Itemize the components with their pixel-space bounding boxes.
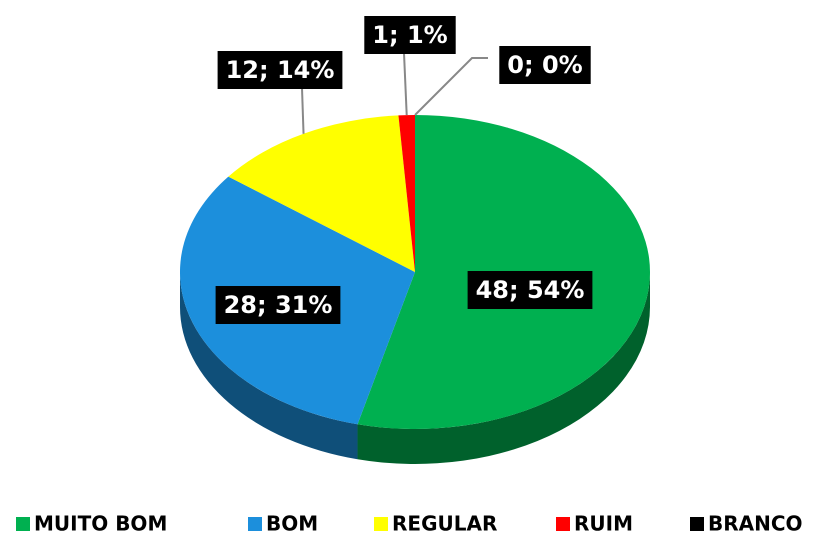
legend-swatch [556, 517, 570, 531]
legend-label: BRANCO [708, 512, 803, 536]
legend-label: REGULAR [392, 512, 497, 536]
legend-swatch [690, 517, 704, 531]
data-label-text: 48; 54% [476, 276, 585, 304]
data-label-box [215, 286, 341, 324]
slice [398, 115, 415, 272]
legend-label: MUITO BOM [34, 512, 167, 536]
legend-swatch [16, 517, 30, 531]
legend-swatch [248, 517, 262, 531]
slice-side [357, 272, 650, 464]
data-label-text: 1; 1% [372, 21, 447, 49]
data-label-text: 28; 31% [224, 291, 333, 319]
slice [228, 115, 415, 272]
data-label-box [364, 16, 456, 54]
data-label-box [499, 46, 591, 84]
data-label-text: 0; 0% [507, 51, 582, 79]
slice-side [180, 272, 358, 460]
legend-label: BOM [266, 512, 318, 536]
data-label-text: 12; 14% [226, 56, 335, 84]
leader-line [403, 52, 408, 116]
legend-swatch [374, 517, 388, 531]
leader-line [301, 87, 305, 134]
legend-label: RUIM [574, 512, 633, 536]
leader-line [414, 57, 488, 116]
data-label-box [217, 51, 343, 89]
data-label-box [467, 271, 593, 309]
